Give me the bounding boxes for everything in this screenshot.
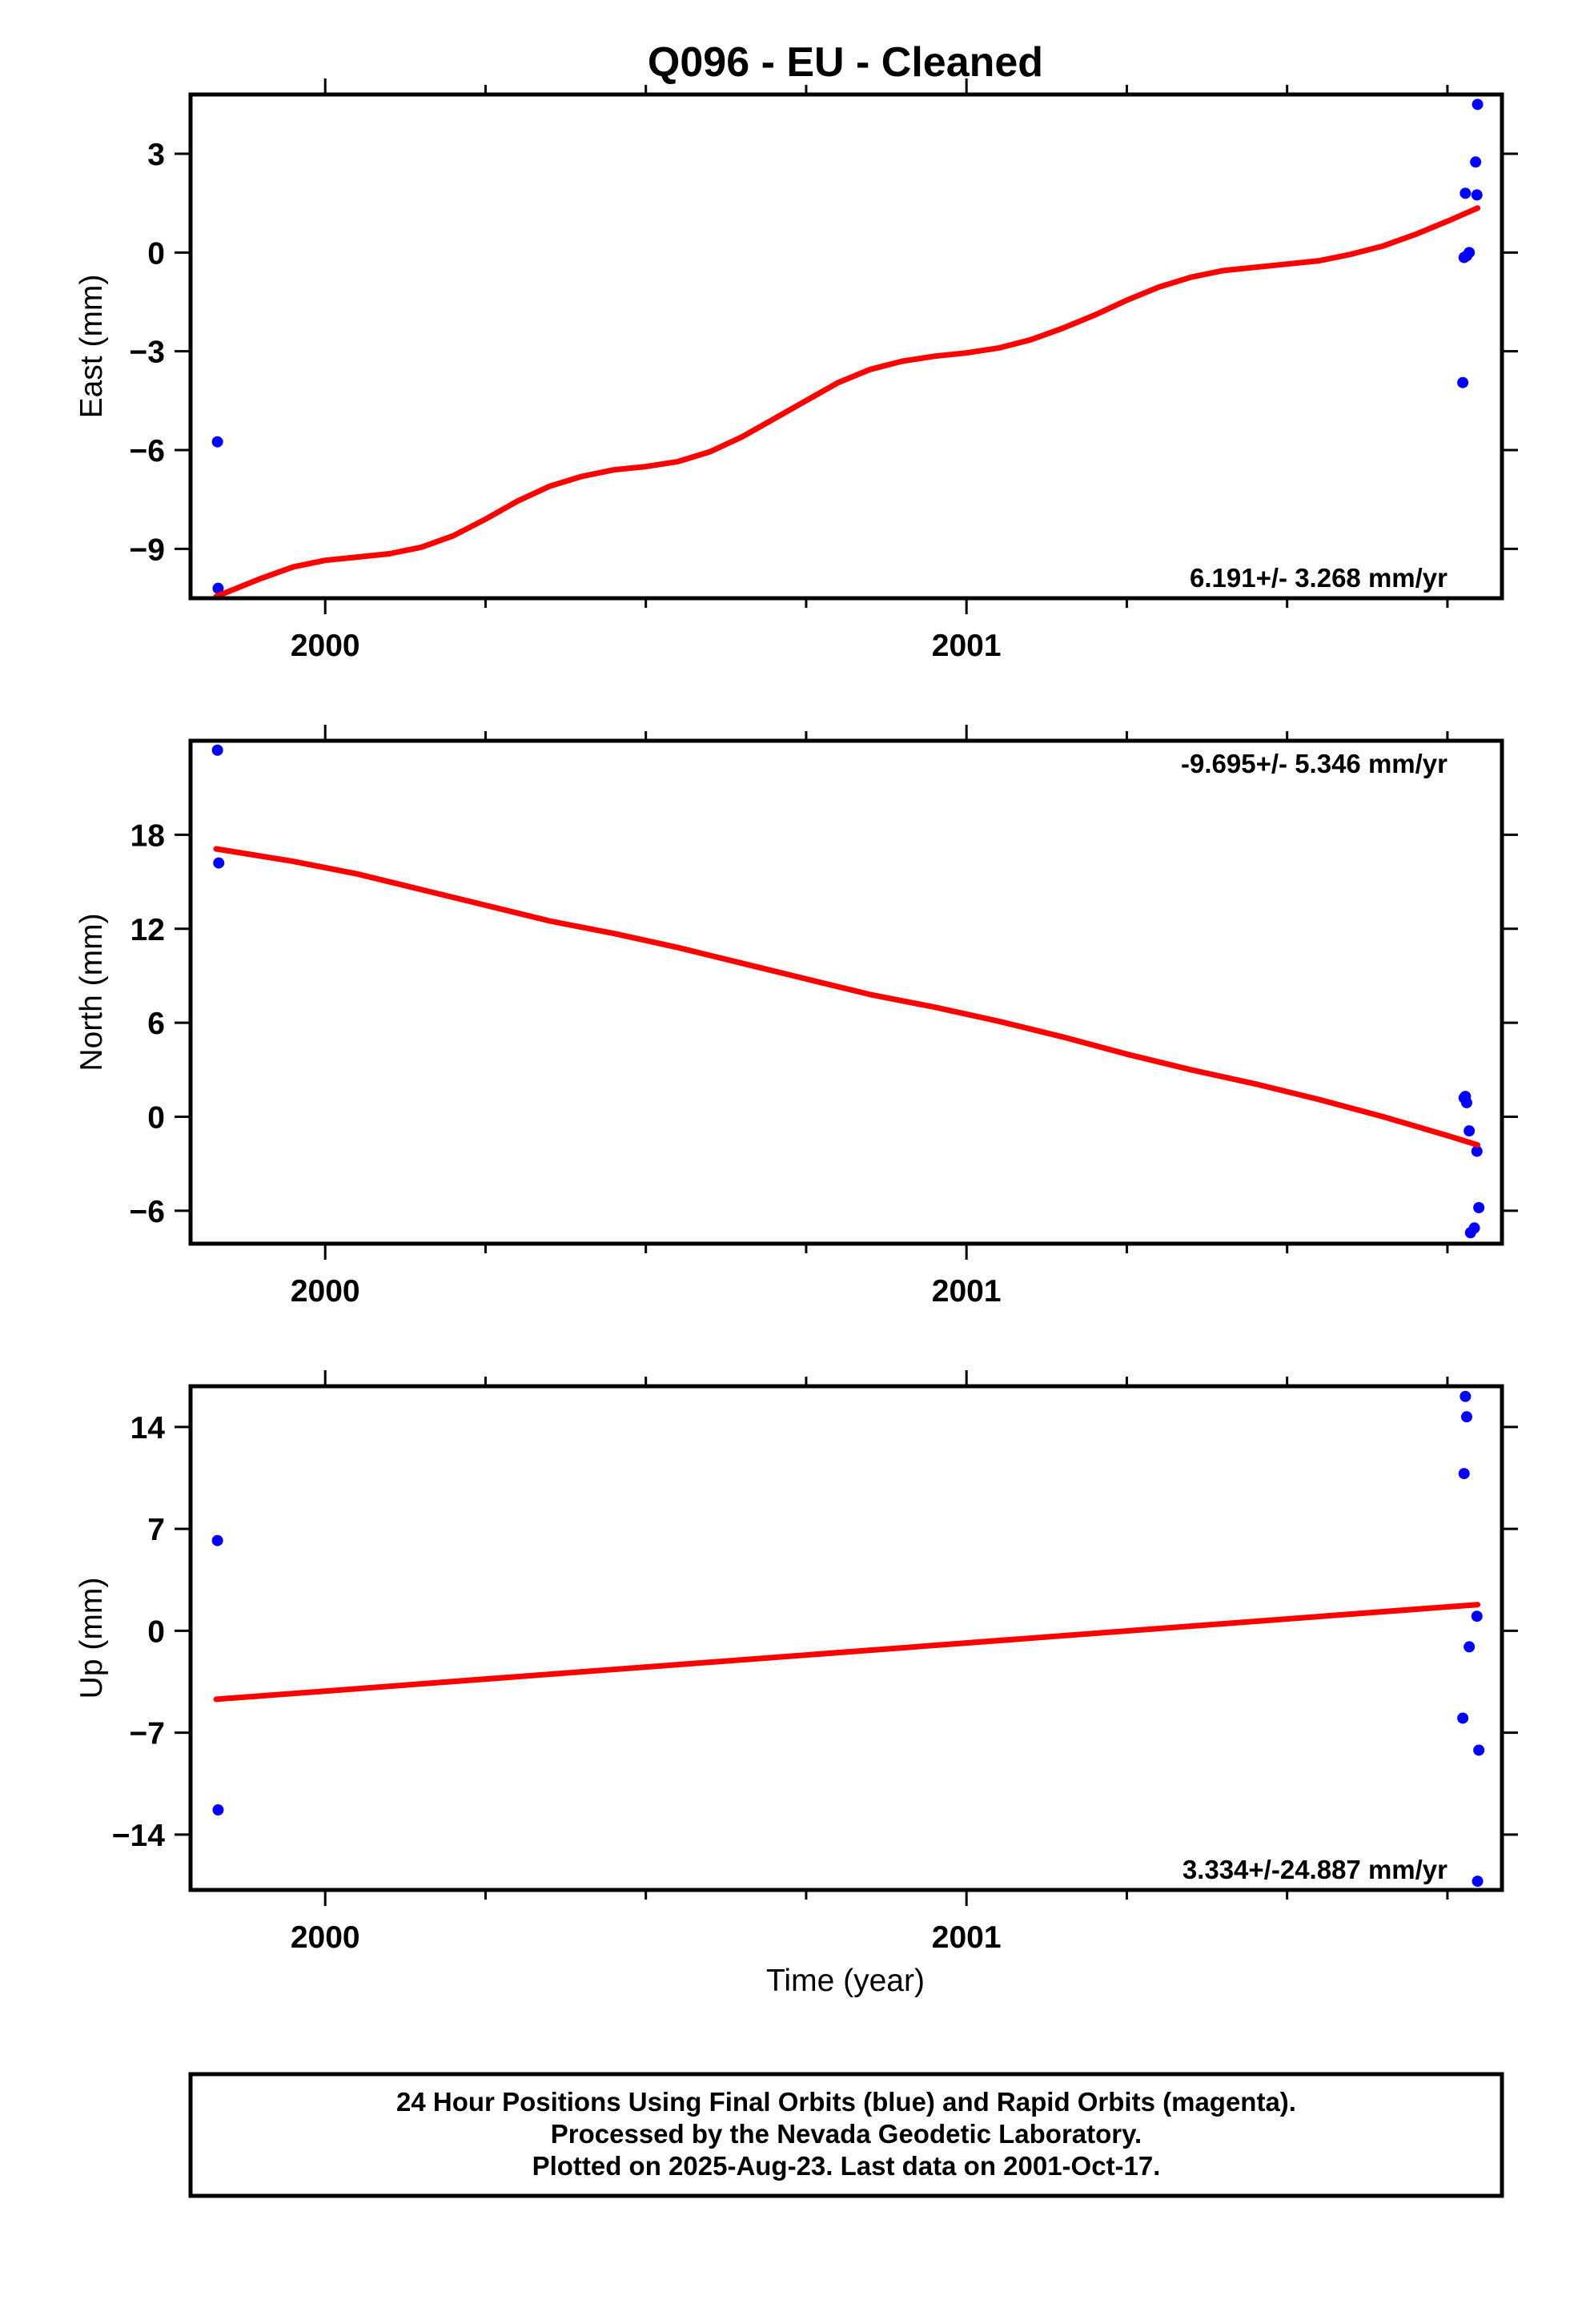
footer-line-3: Plotted on 2025-Aug-23. Last data on 200… (532, 2151, 1161, 2181)
north-y-tick-label: 0 (147, 1101, 165, 1136)
footer-line-1: 24 Hour Positions Using Final Orbits (bl… (396, 2087, 1296, 2117)
east-data-point (1470, 156, 1482, 168)
up-fit-line (213, 1602, 1481, 1703)
east-y-tick-label: −3 (130, 336, 165, 370)
north-data-point (1464, 1125, 1476, 1137)
up-x-tick-label: 2001 (932, 1920, 1002, 1955)
x-axis-label: Time (year) (766, 1964, 925, 1998)
east-data-point (1464, 247, 1476, 259)
up-y-axis-label: Up (mm) (74, 1578, 109, 1699)
north-y-tick-label: 6 (147, 1007, 165, 1041)
east-frame (188, 92, 1504, 601)
north-data-point (1468, 1222, 1480, 1234)
footer-box (188, 2072, 1504, 2198)
up-data-layer (211, 1390, 1485, 1888)
up-y-tick-label: 0 (147, 1614, 165, 1649)
north-data-point (1460, 1096, 1472, 1108)
up-data-point (1472, 1876, 1484, 1888)
north-y-tick-label: 18 (130, 818, 165, 853)
east-x-tick-label: 2000 (291, 629, 360, 663)
east-y-tick-label: −9 (130, 533, 165, 567)
north-data-layer (211, 744, 1485, 1239)
east-data-point (1457, 376, 1469, 388)
east-y-tick-label: 3 (147, 138, 165, 172)
up-data-point (211, 1534, 223, 1546)
north-x-tick-label: 2000 (291, 1274, 360, 1309)
east-data-point (1460, 187, 1472, 199)
up-data-point (212, 1804, 224, 1816)
east-data-layer (211, 99, 1484, 598)
north-data-point (211, 744, 223, 756)
north-data-point (1471, 1145, 1483, 1157)
north-data-point (213, 857, 225, 869)
north-rate-label: -9.695+/- 5.346 mm/yr (1181, 749, 1447, 778)
north-data-point (1473, 1202, 1485, 1214)
up-y-tick-label: 14 (130, 1411, 166, 1445)
up-panel: 2000 2001 14 7 0 −7 −14 Up (mm) 3.334+/-24.887 m… (74, 1370, 1518, 1955)
east-y-tick-label: 0 (147, 236, 165, 271)
east-fit-line (213, 205, 1481, 598)
up-y-tick-label: −7 (130, 1717, 165, 1751)
up-y-tick-label: 7 (147, 1513, 165, 1547)
east-x-tick-label: 2001 (932, 629, 1002, 663)
up-x-tick-label: 2000 (291, 1920, 360, 1955)
up-data-point (1464, 1641, 1476, 1653)
north-y-tick-label: 12 (130, 913, 165, 947)
east-panel: 2000 2001 3 0 −3 −6 −9 East (mm) 6.191+/- 3.268 … (74, 78, 1518, 663)
north-x-tick-label: 2001 (932, 1274, 1002, 1309)
east-data-point (212, 582, 224, 594)
up-data-point (1473, 1744, 1485, 1756)
up-data-point (1460, 1390, 1472, 1402)
north-frame (188, 738, 1504, 1246)
up-rate-label: 3.334+/-24.887 mm/yr (1182, 1855, 1447, 1884)
east-y-tick-label: −6 (130, 434, 165, 468)
north-fit-line (213, 846, 1481, 1148)
east-data-point (1472, 99, 1484, 111)
up-data-point (1460, 1411, 1472, 1423)
north-y-axis-label: North (mm) (74, 913, 109, 1071)
east-data-point (211, 436, 223, 448)
up-data-point (1471, 1610, 1483, 1622)
north-y-tick-label: −6 (130, 1195, 165, 1229)
plot-title: Q096 - EU - Cleaned (648, 39, 1043, 86)
up-data-point (1458, 1468, 1470, 1480)
north-panel: 2000 2001 18 12 6 0 −6 North (mm) -9.695+/- 5.34… (74, 725, 1518, 1309)
up-frame (188, 1384, 1504, 1892)
up-data-point (1457, 1712, 1469, 1724)
east-y-axis-label: East (mm) (74, 275, 109, 419)
up-y-tick-label: −14 (112, 1819, 165, 1853)
east-rate-label: 6.191+/- 3.268 mm/yr (1190, 563, 1447, 593)
east-data-point (1471, 189, 1483, 201)
footer-line-2: Processed by the Nevada Geodetic Laborat… (551, 2119, 1142, 2149)
